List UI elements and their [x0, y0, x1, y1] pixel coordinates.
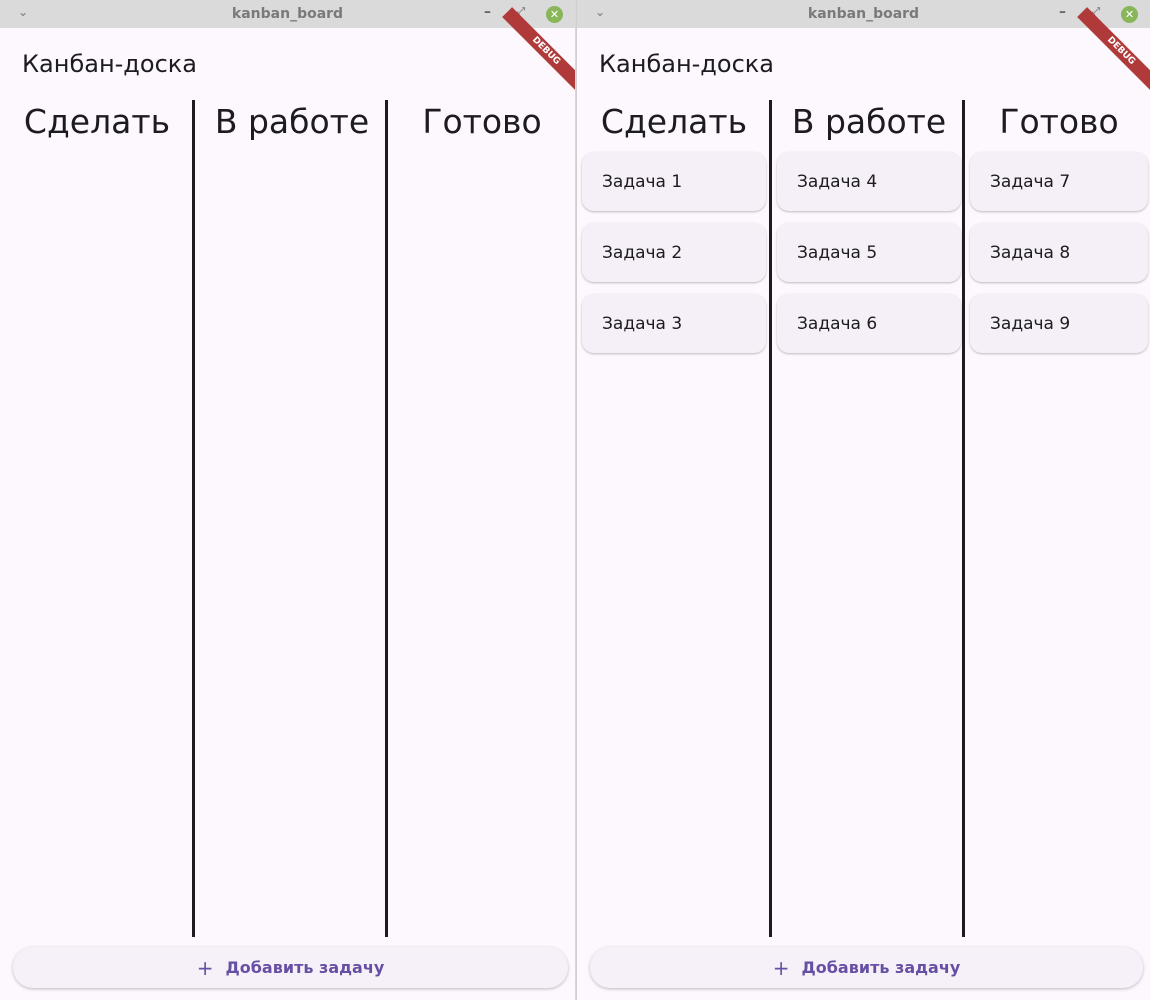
task-card[interactable]: Задача 3: [582, 294, 766, 353]
plus-icon: +: [772, 955, 790, 980]
window-title: kanban_board: [807, 6, 920, 22]
task-card[interactable]: Задача 8: [970, 223, 1148, 282]
column-divider: [962, 100, 965, 937]
column-header: Готово: [999, 102, 1119, 141]
column-header: Сделать: [600, 102, 748, 141]
plus-icon: +: [196, 955, 214, 980]
add-task-label: Добавить задачу: [225, 958, 385, 977]
maximize-icon[interactable]: ⤢: [1092, 6, 1100, 17]
column-in-progress: В работе Задача 4 Задача 5 Задача 6: [772, 100, 966, 937]
column-in-progress: В работе: [195, 100, 389, 937]
column-divider: [769, 100, 772, 937]
column-divider: [192, 100, 195, 937]
app-window: ⌄ kanban_board – ⤢ ✕ DEBUG Канбан-доска …: [577, 0, 1150, 1000]
minimize-icon[interactable]: –: [484, 4, 491, 20]
column-header: Сделать: [23, 102, 171, 141]
column-todo: Сделать: [0, 100, 194, 937]
page-title: Канбан-доска: [22, 50, 197, 78]
title-bar[interactable]: ⌄ kanban_board – ⤢ ✕: [0, 0, 575, 28]
task-card[interactable]: Задача 1: [582, 152, 766, 211]
task-card[interactable]: Задача 6: [777, 294, 961, 353]
title-bar[interactable]: ⌄ kanban_board – ⤢ ✕: [577, 0, 1150, 28]
add-task-label: Добавить задачу: [801, 958, 961, 977]
add-task-button[interactable]: + Добавить задачу: [13, 947, 568, 988]
add-task-button[interactable]: + Добавить задачу: [590, 947, 1143, 988]
minimize-icon[interactable]: –: [1059, 4, 1066, 20]
task-card[interactable]: Задача 9: [970, 294, 1148, 353]
task-card[interactable]: Задача 5: [777, 223, 961, 282]
close-icon[interactable]: ✕: [546, 6, 563, 23]
window-title: kanban_board: [231, 6, 344, 22]
task-card[interactable]: Задача 7: [970, 152, 1148, 211]
page-title: Канбан-доска: [599, 50, 774, 78]
task-card[interactable]: Задача 4: [777, 152, 961, 211]
column-divider: [385, 100, 388, 937]
close-icon[interactable]: ✕: [1121, 6, 1138, 23]
task-card[interactable]: Задача 2: [582, 223, 766, 282]
column-done: Готово: [388, 100, 575, 937]
chevron-down-icon[interactable]: ⌄: [18, 5, 29, 19]
column-header: В работе: [791, 102, 947, 141]
column-header: Готово: [422, 102, 542, 141]
maximize-icon[interactable]: ⤢: [517, 6, 525, 17]
app-window: ⌄ kanban_board – ⤢ ✕ DEBUG Канбан-доска …: [0, 0, 576, 1000]
column-done: Готово Задача 7 Задача 8 Задача 9: [965, 100, 1150, 937]
column-header: В работе: [214, 102, 370, 141]
column-todo: Сделать Задача 1 Задача 2 Задача 3: [577, 100, 771, 937]
chevron-down-icon[interactable]: ⌄: [595, 5, 606, 19]
